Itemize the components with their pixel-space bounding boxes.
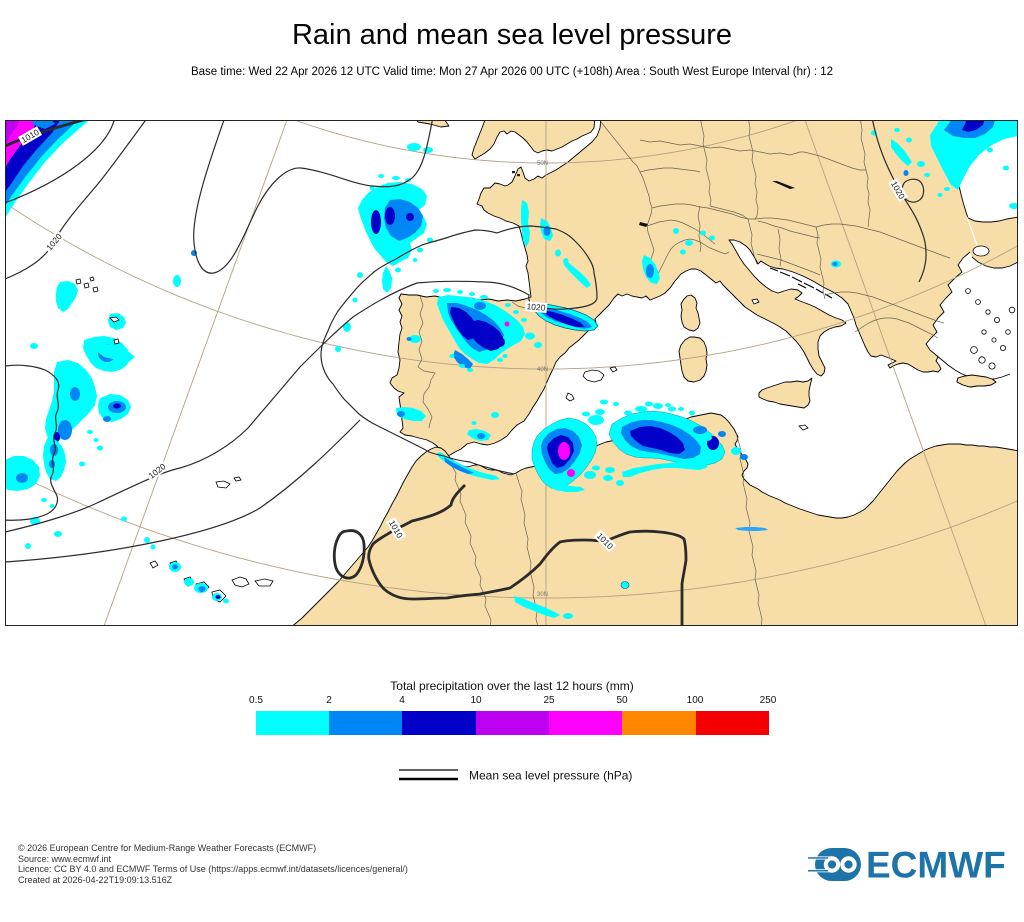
- svg-text:50N: 50N: [537, 161, 548, 167]
- svg-text:30N: 30N: [537, 592, 548, 598]
- svg-text:1020: 1020: [526, 301, 546, 313]
- svg-text:ECMWF: ECMWF: [866, 845, 1006, 886]
- svg-text:40N: 40N: [537, 367, 548, 373]
- svg-text:Mean sea level pressure (hPa): Mean sea level pressure (hPa): [469, 769, 632, 783]
